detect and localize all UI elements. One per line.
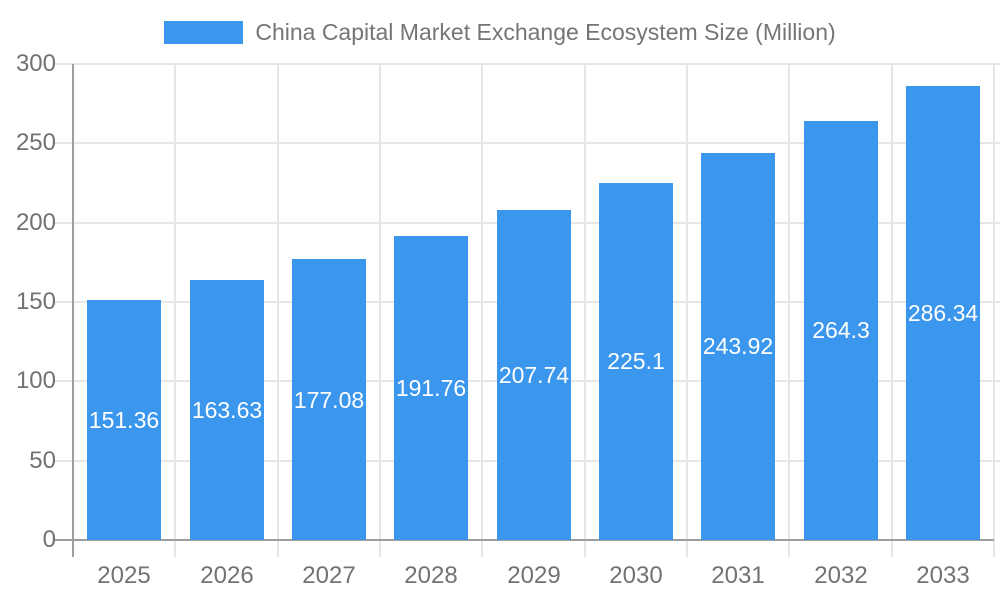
h-gridline (55, 63, 1000, 65)
x-tick-label: 2031 (711, 562, 765, 589)
y-axis-line (72, 64, 74, 557)
v-gridline (584, 64, 586, 557)
y-tick-label: 50 (29, 447, 56, 474)
h-gridline (55, 142, 1000, 144)
x-tick-label: 2032 (814, 562, 868, 589)
chart-legend: China Capital Market Exchange Ecosystem … (0, 19, 1000, 46)
bar-value-label: 191.76 (395, 375, 467, 401)
v-gridline (379, 64, 381, 557)
v-gridline (686, 64, 688, 557)
bar (190, 280, 264, 540)
legend-label: China Capital Market Exchange Ecosystem … (255, 19, 836, 45)
x-tick-label: 2028 (404, 562, 458, 589)
bar-value-label: 207.74 (498, 362, 570, 388)
x-tick-label: 2027 (302, 562, 356, 589)
bar (497, 210, 571, 540)
bar-value-label: 177.08 (293, 387, 365, 413)
bar (804, 121, 878, 540)
v-gridline (891, 64, 893, 557)
bar-value-label: 225.1 (607, 348, 665, 374)
bar-value-label: 151.36 (88, 407, 160, 433)
y-tick-label: 100 (15, 367, 56, 394)
x-axis-line (55, 539, 994, 541)
x-tick-label: 2025 (97, 562, 151, 589)
x-tick-label: 2026 (200, 562, 254, 589)
v-gridline (993, 64, 995, 557)
y-tick-label: 0 (42, 526, 56, 553)
bar (292, 259, 366, 540)
v-gridline (788, 64, 790, 557)
y-tick-label: 250 (15, 129, 56, 156)
bar (394, 236, 468, 540)
y-tick-label: 300 (15, 50, 56, 77)
x-tick-label: 2033 (916, 562, 970, 589)
x-tick-label: 2029 (507, 562, 561, 589)
x-tick-label: 2030 (609, 562, 663, 589)
bar (701, 153, 775, 540)
y-tick-label: 200 (15, 209, 56, 236)
legend-swatch (164, 21, 244, 44)
bar-value-label: 243.92 (702, 333, 774, 359)
bar (599, 183, 673, 540)
bar (906, 86, 980, 540)
y-tick-label: 150 (15, 288, 56, 315)
v-gridline (174, 64, 176, 557)
bar-value-label: 163.63 (191, 397, 263, 423)
v-gridline (481, 64, 483, 557)
v-gridline (277, 64, 279, 557)
bar (87, 300, 161, 540)
bar-value-label: 264.3 (812, 317, 870, 343)
bar-value-label: 286.34 (907, 300, 979, 326)
